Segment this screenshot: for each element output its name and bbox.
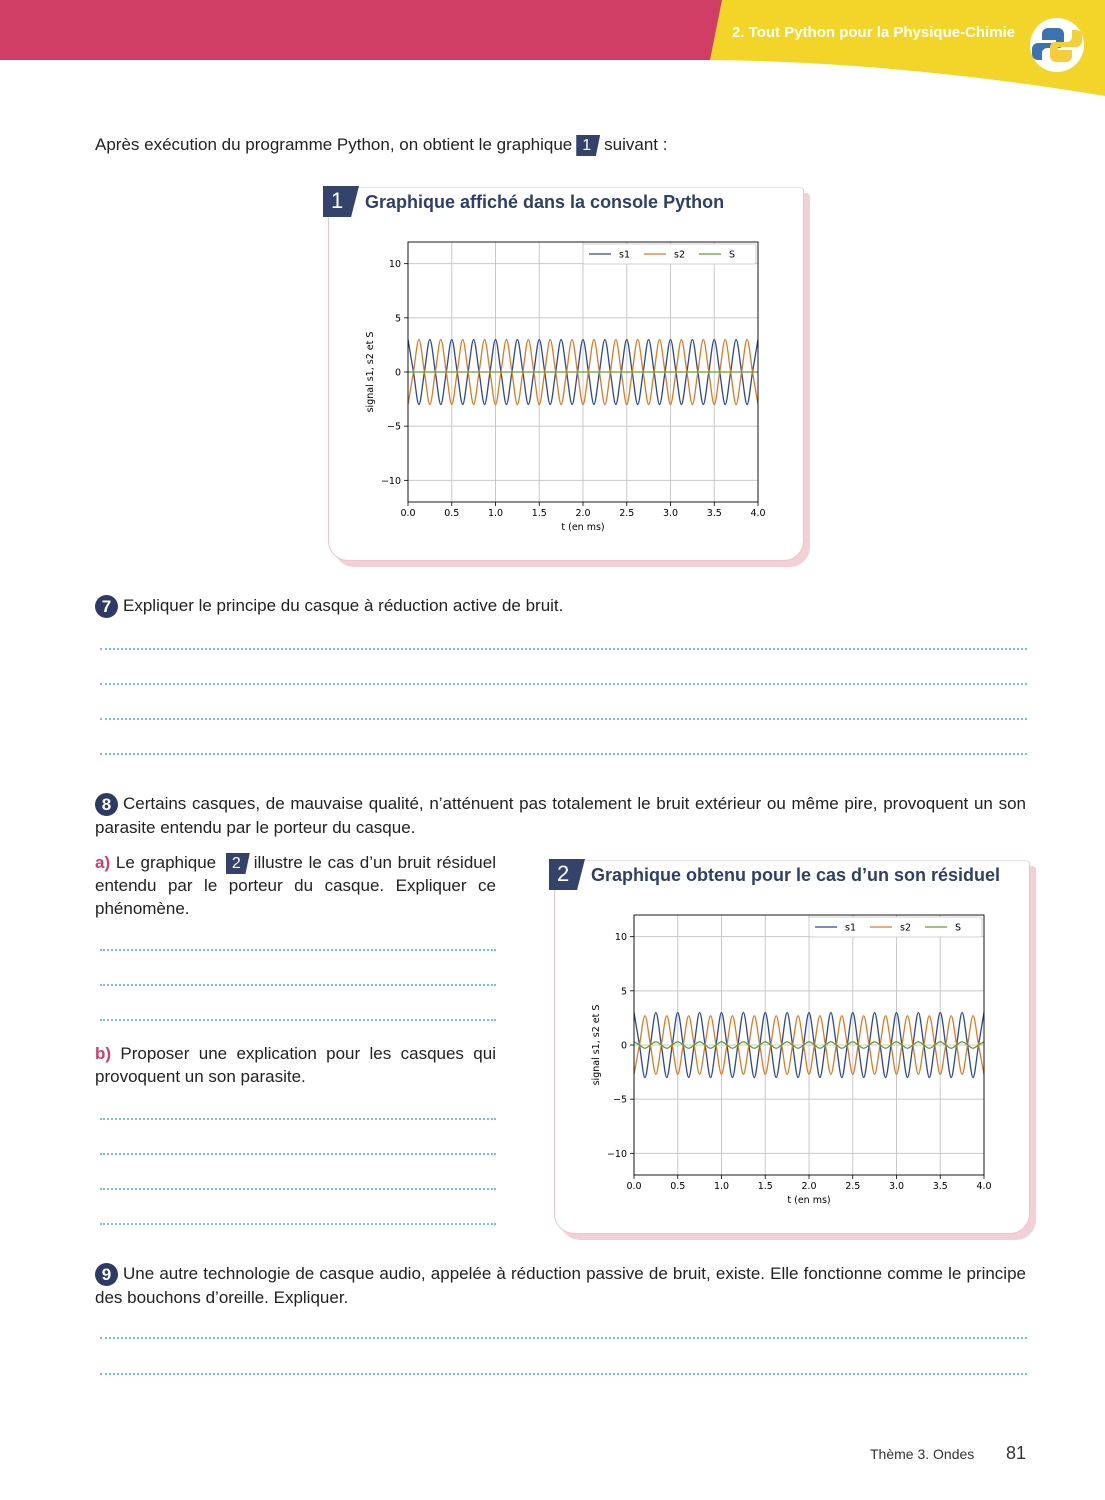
x-tick-label: 4.0 xyxy=(976,1181,991,1192)
x-tick-label: 1.5 xyxy=(758,1181,773,1192)
answer-line xyxy=(100,1118,496,1120)
x-tick-label: 2.0 xyxy=(801,1181,816,1192)
y-axis-label: signal s1, s2 et S xyxy=(365,332,376,413)
question-number: 7 xyxy=(95,595,118,618)
x-tick-label: 2.5 xyxy=(845,1181,860,1192)
answer-line xyxy=(100,1337,1027,1339)
answer-line xyxy=(100,949,496,951)
figure-title: Graphique affiché dans la console Python xyxy=(365,192,725,212)
x-tick-label: 2.5 xyxy=(619,508,634,519)
section-title: 2. Tout Python pour la Physique-Chimie xyxy=(732,24,1016,41)
legend-label: S xyxy=(955,923,961,934)
y-tick-label: 0 xyxy=(395,368,401,379)
series-line xyxy=(634,1041,984,1049)
y-tick-label: 10 xyxy=(389,259,401,270)
y-tick-label: 10 xyxy=(615,932,627,943)
x-tick-label: 3.0 xyxy=(889,1181,904,1192)
x-tick-label: 0.0 xyxy=(400,508,415,519)
series-line xyxy=(408,338,758,406)
plot-frame xyxy=(633,914,985,1176)
answer-line xyxy=(100,1373,1027,1375)
question-number: 9 xyxy=(95,1263,118,1286)
question: 7 Expliquer le principe du casque à réduc… xyxy=(95,594,563,618)
answer-line xyxy=(100,984,496,986)
answer-line xyxy=(100,1153,496,1155)
part-label: b) xyxy=(95,1044,112,1063)
x-tick-label: 1.0 xyxy=(488,508,503,519)
series-line xyxy=(634,1015,984,1075)
header-band xyxy=(0,0,1105,96)
footer-theme: Thème 3. Ondes xyxy=(870,1446,975,1462)
x-tick-label: 4.0 xyxy=(750,508,765,519)
intro: Après exécution du programme Python, on … xyxy=(95,133,667,156)
figure-ref: 2 xyxy=(225,853,250,874)
x-tick-label: 0.5 xyxy=(670,1181,685,1192)
x-tick-label: 3.5 xyxy=(933,1181,948,1192)
x-tick-label: 0.0 xyxy=(626,1181,641,1192)
y-axis-label: signal s1, s2 et S xyxy=(591,1005,602,1086)
question-part: a) Le graphique 2 illustre le cas d’un br… xyxy=(95,851,496,920)
x-axis-label: t (en ms) xyxy=(787,1195,830,1206)
page-number: 81 xyxy=(1006,1443,1027,1463)
answer-line xyxy=(100,1223,496,1225)
legend-label: s1 xyxy=(845,923,856,934)
x-tick-label: 3.0 xyxy=(663,508,678,519)
figure-box: 2 Graphique obtenu pour le cas d’un son … xyxy=(549,859,1030,1234)
figure-box: 1 Graphique affiché dans la console Pyth… xyxy=(323,186,804,561)
intro-text: Après exécution du programme Python, on … xyxy=(95,135,573,154)
answer-line xyxy=(100,1188,496,1190)
legend-box xyxy=(808,916,983,938)
part-text: Proposer une explication pour les casque… xyxy=(95,1044,496,1086)
y-tick-label: 5 xyxy=(621,986,627,997)
series-line xyxy=(408,338,758,406)
legend-label: s2 xyxy=(674,250,685,261)
figure-ref: 1 xyxy=(576,135,601,156)
question: 8 Certains casques, de mauvaise qualité, … xyxy=(95,792,1026,839)
part-text: illustre le cas d’un bruit résiduel ente… xyxy=(95,853,496,918)
series-line xyxy=(634,1011,984,1079)
question-text: Certains casques, de mauvaise qualité, n… xyxy=(95,794,1026,837)
question-text: Expliquer le principe du casque à réduct… xyxy=(123,596,564,615)
x-tick-label: 3.5 xyxy=(707,508,722,519)
legend-label: s1 xyxy=(619,250,630,261)
x-tick-label: 0.5 xyxy=(444,508,459,519)
answer-line xyxy=(100,683,1027,685)
answer-line xyxy=(100,753,1027,755)
x-tick-label: 1.0 xyxy=(714,1181,729,1192)
question-number: 8 xyxy=(95,793,118,816)
answer-line xyxy=(100,648,1027,650)
x-tick-label: 1.5 xyxy=(532,508,547,519)
y-tick-label: −5 xyxy=(387,422,401,433)
part-label: a) xyxy=(95,853,111,872)
x-tick-label: 2.0 xyxy=(575,508,590,519)
legend-box xyxy=(582,243,757,265)
figure-title: Graphique obtenu pour le cas d’un son ré… xyxy=(591,865,1001,885)
answer-line xyxy=(100,718,1027,720)
y-tick-label: −10 xyxy=(607,1149,627,1160)
y-tick-label: −5 xyxy=(613,1095,627,1106)
answer-line xyxy=(100,1019,496,1021)
chart: 0.0 0.5 1.0 1.5 2.0 2.5 3.0 3.5 4.0 −10 −5 0 5 10 t (e… xyxy=(365,241,766,533)
part-text: Le graphique xyxy=(115,853,217,872)
y-tick-label: 0 xyxy=(621,1041,627,1052)
legend-label: s2 xyxy=(900,923,911,934)
question: 9 Une autre technologie de casque audio, … xyxy=(95,1262,1026,1309)
question-text: Une autre technologie de casque audio, a… xyxy=(95,1264,1026,1307)
question-part: b) Proposer une explication pour les cas… xyxy=(95,1042,496,1088)
plot-frame xyxy=(407,241,759,503)
y-tick-label: 5 xyxy=(395,313,401,324)
x-axis-label: t (en ms) xyxy=(561,522,604,533)
intro-text: suivant : xyxy=(604,135,668,154)
chart: 0.0 0.5 1.0 1.5 2.0 2.5 3.0 3.5 4.0 −10 −5 0 5 10 t (e… xyxy=(591,914,992,1206)
y-tick-label: −10 xyxy=(381,476,401,487)
legend-label: S xyxy=(729,250,735,261)
